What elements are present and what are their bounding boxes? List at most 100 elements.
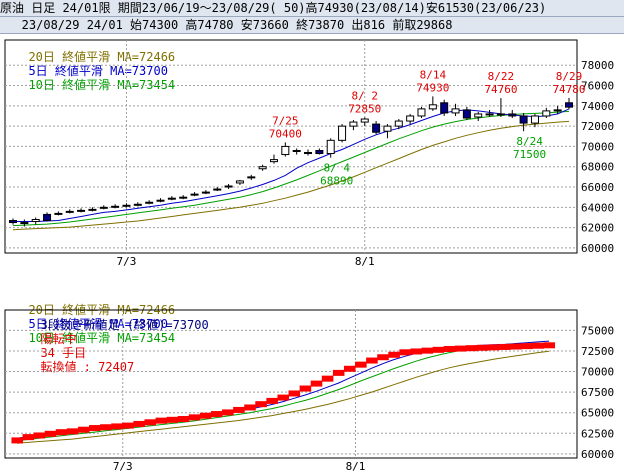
top-y-tick-label: 78000 [581, 59, 614, 72]
new-price-bar [299, 385, 312, 392]
new-price-bar [233, 406, 245, 413]
new-price-bar [355, 361, 367, 368]
candle-body [508, 113, 517, 117]
candle-body [417, 108, 426, 117]
candle-body [462, 109, 471, 119]
candle-body [133, 203, 142, 206]
candle-body [65, 210, 74, 213]
bottom-y-tick-label: 72500 [581, 345, 614, 358]
new-price-bar [432, 346, 445, 353]
top-ma10-line [12, 110, 570, 227]
top-legend: 20日 終値平滑 MA=72466 5日 終値平滑 MA=73700 10日 終… [14, 36, 175, 92]
new-price-bar [255, 401, 267, 408]
legend-ma10: 10日 終値平滑 MA=73454 [28, 78, 176, 92]
legend-ma10-bottom: 10日 終値平滑 MA=73454 [28, 331, 176, 345]
candle-body [213, 188, 222, 191]
new-price-bar [155, 417, 168, 424]
chart-header-ohlc: 23/08/29 24/01 始74300 高74780 安73660 終738… [0, 17, 624, 34]
top-y-tick-label: 76000 [581, 80, 614, 93]
new-price-bar [166, 416, 179, 423]
bottom-ma5-line [16, 340, 550, 439]
low-annotation-value: 71500 [513, 148, 546, 161]
high-annotation-value: 74760 [484, 83, 517, 96]
three-line-reversal: 転換値 : 72407 [40, 360, 135, 374]
new-price-bar [366, 357, 378, 364]
new-price-bar [410, 348, 423, 355]
candle-body [496, 113, 505, 116]
new-price-bar [210, 411, 223, 418]
new-price-bar [77, 426, 90, 433]
candle-body [315, 149, 324, 155]
top-y-tick-label: 74000 [581, 100, 614, 113]
high-annotation-value: 74780 [552, 83, 585, 96]
new-price-bar [388, 351, 400, 358]
legend-ma5: 5日 終値平滑 MA=73700 [28, 64, 168, 78]
new-price-bar [177, 416, 190, 422]
candle-body [406, 115, 415, 122]
top-y-tick-label: 64000 [581, 201, 614, 214]
new-price-bar [222, 409, 234, 416]
new-price-bar [321, 375, 334, 382]
candle-body [349, 121, 358, 127]
candle-body [292, 149, 301, 153]
high-annotation-date: 8/22 [488, 70, 515, 83]
candle-body [474, 113, 483, 118]
three-line-count: 34 手目 [40, 346, 87, 360]
bottom-x-tick-label: 7/3 [113, 460, 133, 473]
bottom-y-tick-label: 70000 [581, 366, 614, 379]
candle-body [88, 208, 97, 211]
new-price-bar [399, 349, 411, 356]
bottom-y-tick-label: 67500 [581, 386, 614, 399]
top-y-tick-label: 70000 [581, 140, 614, 153]
bottom-y-tick-label: 60000 [581, 448, 614, 461]
high-annotation-date: 7/25 [272, 114, 299, 127]
candle-body [383, 125, 392, 132]
candle-body [542, 110, 551, 117]
new-price-bar [199, 412, 212, 419]
candle-body [304, 152, 313, 155]
bottom-y-tick-label: 62500 [581, 427, 614, 440]
new-price-bar [543, 342, 556, 349]
candle-body [235, 180, 244, 184]
candle-body [281, 145, 290, 156]
candle-body [122, 204, 131, 207]
bottom-y-tick-label: 65000 [581, 407, 614, 420]
new-price-bar [377, 354, 389, 361]
candle-body [360, 118, 369, 123]
new-price-bar [454, 345, 467, 352]
high-annotation-value: 70400 [269, 127, 302, 140]
new-price-bar [521, 343, 533, 350]
candle-body [145, 201, 154, 204]
high-annotation-date: 8/14 [420, 68, 447, 81]
candle-body [326, 139, 335, 155]
candle-body [258, 166, 267, 170]
new-price-bar [66, 428, 79, 435]
candle-body [224, 185, 233, 188]
candle-body [269, 159, 278, 163]
new-price-bar [244, 404, 256, 411]
bottom-ma20-line [16, 350, 550, 444]
new-price-bar [188, 414, 201, 421]
candle-body [54, 212, 63, 215]
bottom-panel-frame [4, 309, 578, 459]
top-x-tick-label: 7/3 [117, 255, 137, 268]
top-x-tick-label: 8/1 [355, 255, 375, 268]
low-annotation-date: 8/24 [516, 135, 543, 148]
top-ma20-line [12, 120, 570, 231]
candle-body [428, 104, 437, 110]
candle-body [372, 123, 381, 133]
new-price-bar [89, 425, 101, 432]
candle-body [43, 213, 52, 222]
new-price-bar [343, 365, 356, 372]
candle-body [247, 176, 256, 179]
legend-ma20: 20日 終値平滑 MA=72466 [28, 50, 176, 64]
candle-body [99, 206, 108, 209]
new-price-bar [465, 345, 478, 352]
low-annotation-value: 68890 [320, 175, 353, 188]
bottom-x-tick-label: 8/1 [346, 460, 366, 473]
candle-body [485, 113, 494, 116]
candle-body [156, 199, 165, 202]
new-price-bar [288, 390, 301, 397]
new-price-bar [44, 430, 57, 437]
